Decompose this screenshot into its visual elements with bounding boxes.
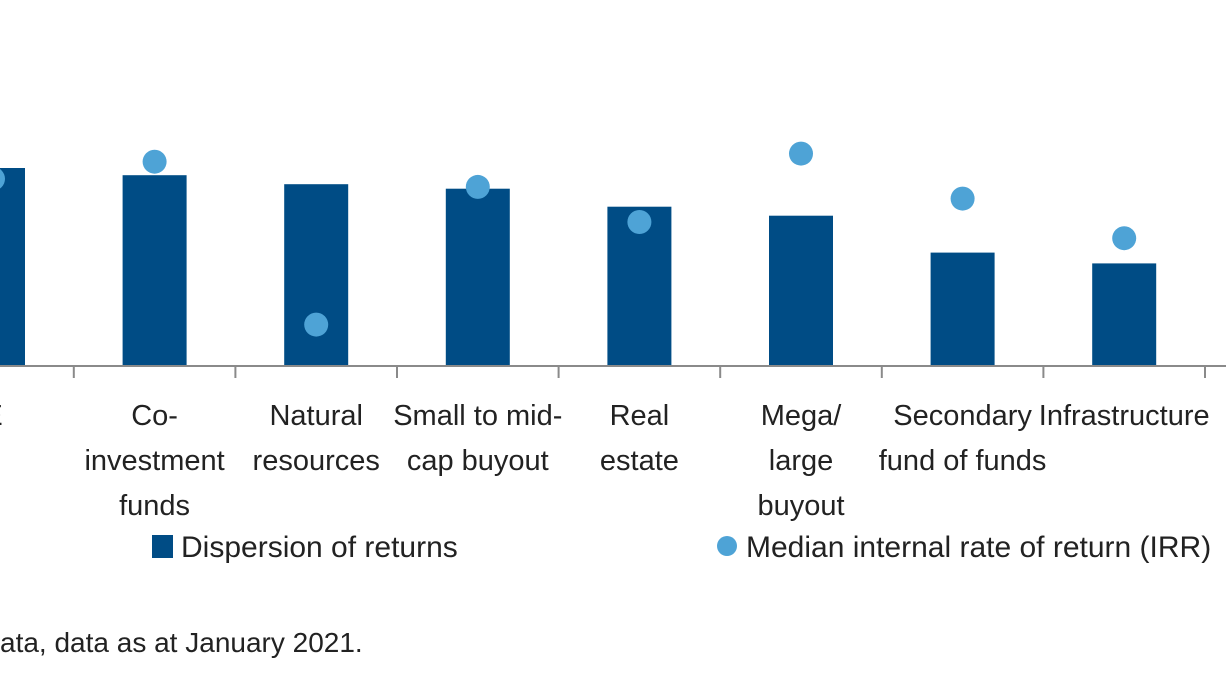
irr-dot (789, 141, 813, 166)
irr-dot (142, 149, 167, 174)
irr-dot (1112, 226, 1137, 251)
category-label: Secondary fund of funds (879, 400, 1047, 477)
irr-dot (0, 169, 5, 189)
irr-dot (465, 174, 490, 199)
bar (769, 215, 833, 366)
irr-dot (304, 312, 329, 337)
bar (122, 175, 187, 366)
category-label: Co-investment funds (84, 400, 224, 522)
legend: Dispersion of returns Median internal ra… (152, 531, 1211, 564)
category-label: Infrastructure (1039, 400, 1210, 432)
category-label: Natural resources (253, 400, 380, 477)
bar-series (0, 168, 1157, 366)
irr-dot (627, 210, 652, 234)
bar (930, 252, 995, 366)
dot-series (0, 141, 1137, 337)
irr-dot (950, 186, 975, 211)
category-label: Small to mid-cap buyout (393, 400, 562, 477)
bar (1092, 263, 1157, 366)
x-axis (0, 365, 1226, 378)
bar (284, 184, 349, 366)
legend-dot-label: Median internal rate of return (IRR) (746, 531, 1211, 564)
legend-dot-swatch (717, 536, 737, 556)
legend-bar-label: Dispersion of returns (181, 531, 458, 564)
bar (445, 188, 510, 366)
legend-bar-swatch (152, 535, 173, 558)
bar (0, 168, 25, 366)
category-label: E (0, 400, 3, 432)
source-footnote: ata, data as at January 2021. (0, 627, 363, 658)
category-label: Mega/large buyout (757, 400, 844, 522)
category-label: Real estate (600, 400, 679, 477)
